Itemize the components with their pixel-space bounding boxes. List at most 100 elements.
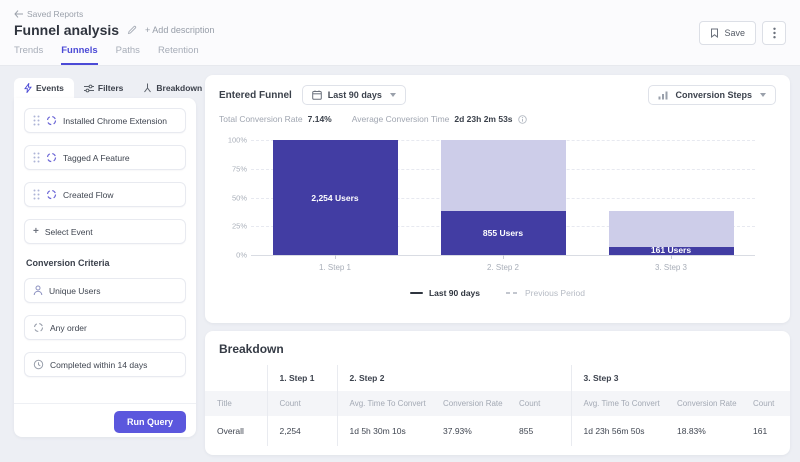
breakdown-card: Breakdown 1. Step 1 2. Step 2 3. Step 3 … bbox=[205, 331, 790, 455]
tab-funnels[interactable]: Funnels bbox=[61, 45, 98, 65]
x-axis-labels: 1. Step 1 2. Step 2 3. Step 3 bbox=[251, 263, 755, 272]
criteria-any-order[interactable]: Any order bbox=[24, 315, 186, 340]
select-event-label: Select Event bbox=[44, 226, 93, 237]
funnel-bars: 2,254 Users 855 Users 161 Users bbox=[251, 140, 755, 255]
tab-events-label: Events bbox=[36, 83, 64, 93]
cell-step3-avg-time: 1d 23h 56m 50s bbox=[570, 416, 666, 446]
legend-previous-period[interactable]: Previous Period bbox=[506, 288, 585, 298]
funnel-chart-card: Entered Funnel Last 90 days Conversion S… bbox=[205, 75, 790, 323]
bar-converted-segment bbox=[608, 246, 734, 255]
run-query-button[interactable]: Run Query bbox=[113, 411, 186, 433]
tab-breakdown[interactable]: Breakdown bbox=[133, 78, 212, 98]
tab-paths[interactable]: Paths bbox=[115, 45, 140, 56]
select-event-button[interactable]: + Select Event bbox=[24, 219, 186, 244]
solid-line-swatch bbox=[409, 292, 423, 294]
more-options-button[interactable] bbox=[762, 21, 786, 45]
bar-value-label: 161 Users bbox=[650, 245, 692, 255]
legend-label: Last 90 days bbox=[428, 288, 480, 298]
tab-filters-label: Filters bbox=[97, 83, 124, 93]
group-header-step-1: 1. Step 1 bbox=[266, 365, 337, 391]
tab-retention[interactable]: Retention bbox=[157, 45, 199, 56]
funnel-bar-step-1[interactable]: 2,254 Users bbox=[272, 140, 398, 255]
event-step-1[interactable]: Installed Chrome Extension bbox=[24, 108, 186, 133]
back-link[interactable]: Saved Reports bbox=[14, 9, 83, 19]
dashed-line-swatch bbox=[506, 292, 519, 294]
event-label: Tagged A Feature bbox=[63, 152, 130, 163]
info-icon[interactable] bbox=[517, 114, 527, 124]
y-axis-tick: 0% bbox=[236, 250, 247, 260]
event-step-2[interactable]: Tagged A Feature bbox=[24, 145, 186, 170]
save-label: Save bbox=[724, 28, 745, 38]
main-content: Entered Funnel Last 90 days Conversion S… bbox=[205, 75, 790, 455]
cell-step2-avg-time: 1d 5h 30m 10s bbox=[336, 416, 431, 446]
cell-step1-count: 2,254 bbox=[266, 416, 337, 446]
date-range-value: Last 90 days bbox=[327, 90, 382, 100]
tab-filters[interactable]: Filters bbox=[74, 78, 134, 98]
back-label: Saved Reports bbox=[27, 9, 84, 19]
drag-handle-icon[interactable] bbox=[33, 115, 40, 126]
criteria-completed-within[interactable]: Completed within 14 days bbox=[24, 352, 186, 377]
x-axis-label: 3. Step 3 bbox=[654, 263, 688, 272]
bar-converted-segment bbox=[440, 211, 566, 255]
report-tabs: Trends Funnels Paths Retention bbox=[14, 45, 199, 65]
criteria-label: Completed within 14 days bbox=[50, 359, 148, 370]
tab-trends[interactable]: Trends bbox=[14, 45, 44, 56]
group-header-step-3: 3. Step 3 bbox=[570, 365, 790, 391]
calendar-icon bbox=[311, 90, 322, 100]
legend-last-90-days[interactable]: Last 90 days bbox=[409, 288, 480, 298]
y-axis-tick: 75% bbox=[231, 164, 247, 174]
app-header: Saved Reports Funnel analysis + Add desc… bbox=[0, 0, 800, 66]
bar-previous-segment bbox=[440, 140, 566, 212]
back-arrow-icon bbox=[14, 10, 23, 18]
date-range-dropdown[interactable]: Last 90 days bbox=[301, 85, 406, 105]
event-loop-icon bbox=[46, 189, 57, 200]
column-header-title: Title bbox=[205, 391, 267, 416]
tab-breakdown-label: Breakdown bbox=[156, 83, 203, 93]
loop-icon bbox=[33, 322, 44, 333]
cell-step3-rate: 18.83% bbox=[677, 426, 706, 436]
table-group-header-row: 1. Step 1 2. Step 2 3. Step 3 bbox=[205, 365, 790, 391]
cell-step2-count: 855 bbox=[519, 426, 534, 436]
funnel-bar-step-2[interactable]: 855 Users bbox=[440, 140, 566, 255]
sliders-icon bbox=[83, 84, 94, 92]
page-title: Funnel analysis bbox=[14, 22, 120, 38]
add-description-button[interactable]: + Add description bbox=[145, 25, 215, 35]
breakdown-table: 1. Step 1 2. Step 2 3. Step 3 Title Coun… bbox=[205, 365, 790, 446]
breakdown-title: Breakdown bbox=[219, 342, 284, 356]
chevron-down-icon bbox=[760, 93, 766, 97]
save-button[interactable]: Save bbox=[699, 21, 756, 45]
x-axis-tick bbox=[503, 255, 504, 259]
x-axis-label: 1. Step 1 bbox=[318, 263, 352, 272]
fork-icon bbox=[144, 83, 152, 93]
bar-converted-segment bbox=[272, 140, 398, 255]
event-step-3[interactable]: Created Flow bbox=[24, 182, 186, 207]
group-header-empty bbox=[205, 365, 267, 391]
criteria-unique-users[interactable]: Unique Users bbox=[24, 278, 186, 303]
x-axis-tick bbox=[671, 255, 672, 259]
query-sidebar: Events Filters Breakdown Installed Chrom… bbox=[14, 78, 202, 437]
funnel-stats: Total Conversion Rate 7.14% Average Conv… bbox=[205, 105, 790, 124]
total-rate-label: Total Conversion Rate bbox=[219, 114, 303, 124]
user-icon bbox=[33, 285, 43, 296]
edit-pencil-icon[interactable] bbox=[127, 25, 137, 35]
view-mode-dropdown[interactable]: Conversion Steps bbox=[648, 85, 776, 105]
column-header-count: Count bbox=[741, 391, 790, 416]
sidebar-footer: Run Query bbox=[14, 403, 196, 437]
bar-value-label: 855 Users bbox=[482, 228, 524, 239]
y-axis-tick: 50% bbox=[231, 193, 247, 202]
group-header-step-2: 2. Step 2 bbox=[336, 365, 572, 391]
cell-step3-count: 161 bbox=[753, 426, 768, 436]
kebab-menu-icon bbox=[772, 27, 776, 39]
bar-chart-icon bbox=[658, 91, 668, 100]
event-loop-icon bbox=[46, 115, 57, 126]
cell-step2-rate: 37.93% bbox=[443, 426, 472, 436]
plus-icon: + bbox=[33, 226, 39, 237]
drag-handle-icon[interactable] bbox=[33, 189, 40, 200]
table-row-overall[interactable]: Overall 2,254 1d 5h 30m 10s 37.93% 855 1… bbox=[205, 416, 790, 446]
column-header-rate: Conversion Rate bbox=[431, 391, 507, 416]
drag-handle-icon[interactable] bbox=[33, 152, 40, 163]
clock-icon bbox=[33, 359, 44, 370]
funnel-bar-step-3[interactable]: 161 Users bbox=[608, 140, 734, 255]
events-panel: Installed Chrome Extension Tagged A Feat… bbox=[14, 98, 196, 437]
tab-events[interactable]: Events bbox=[14, 78, 74, 98]
